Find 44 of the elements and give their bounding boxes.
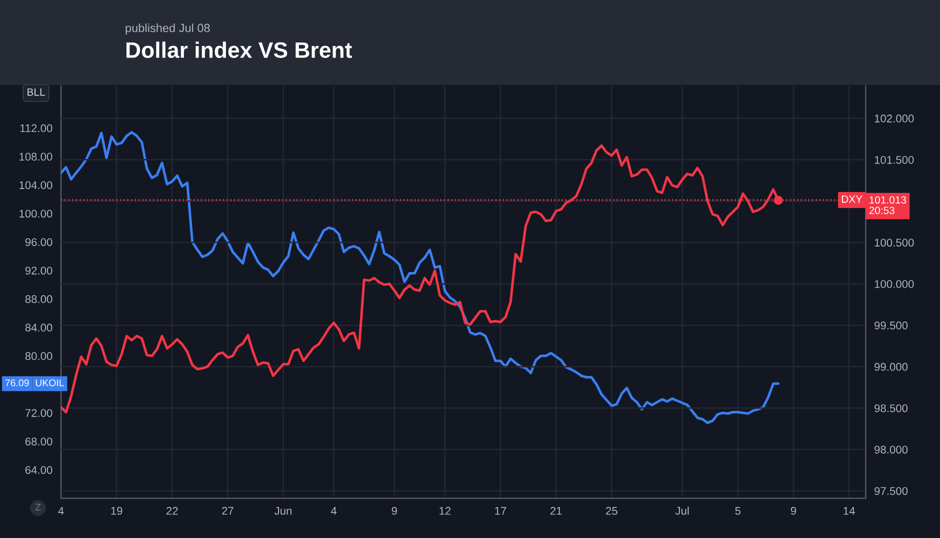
x-tick-label: Jul xyxy=(675,506,689,515)
x-tick-label: 4 xyxy=(58,507,64,515)
chart-subtitle: published Jul 08 xyxy=(126,24,210,35)
y2-tick-label: 97.500 xyxy=(874,487,908,495)
text: Z xyxy=(35,504,41,511)
text: DXY xyxy=(842,196,862,203)
y-tick-label: 88.00 xyxy=(25,295,52,304)
x-tick-label: 4 xyxy=(330,507,337,515)
y2-tick-label: 99.500 xyxy=(874,322,908,330)
y2-tick-label: 98.000 xyxy=(874,446,908,454)
x-tick-label: 17 xyxy=(495,507,506,515)
y-tick-label: 80.00 xyxy=(25,352,52,360)
y-tick-label: 112.00 xyxy=(20,124,52,132)
x-tick-label: 19 xyxy=(111,506,122,515)
y-tick-label: 72.00 xyxy=(25,409,52,417)
y-tick-label: 68.00 xyxy=(25,438,52,446)
text: 76.09 xyxy=(5,379,29,386)
y2-tick-label: 98.500 xyxy=(874,404,908,412)
y2-tick-label: 102.000 xyxy=(874,114,914,122)
x-tick-label: 9 xyxy=(392,506,397,515)
y-tick-label: 84.00 xyxy=(25,324,52,332)
x-tick-label: Jun xyxy=(274,507,292,515)
y-tick-label: 92.00 xyxy=(25,266,52,275)
x-tick-label: 5 xyxy=(735,507,741,515)
legend-label: UKOIL xyxy=(36,379,64,386)
x-tick-label: 12 xyxy=(440,506,451,515)
y2-tick-label: 100.000 xyxy=(874,280,914,288)
y-axis-title: BLL xyxy=(28,88,45,96)
y-tick-label: 96.00 xyxy=(25,238,52,246)
y2-tick-label: 99.000 xyxy=(874,362,908,371)
y-tick-label: 100.00 xyxy=(20,210,52,218)
y2-tick-label: 101.500 xyxy=(874,156,914,164)
ref-line-label: 101.013 20:53 xyxy=(869,196,906,214)
x-tick-label: 9 xyxy=(790,506,796,515)
y-tick-label: 104.00 xyxy=(20,181,52,190)
x-tick-label: 14 xyxy=(844,507,855,515)
x-tick-label: 21 xyxy=(550,506,562,515)
x-tick-label: 25 xyxy=(606,506,618,515)
y-tick-label: 108.00 xyxy=(20,152,52,161)
y-tick-label: 64.00 xyxy=(25,466,52,474)
chart-title: Dollar index VS Brent xyxy=(126,42,352,58)
x-tick-label: 22 xyxy=(166,506,178,515)
y2-tick-label: 100.500 xyxy=(874,238,914,247)
x-tick-label: 27 xyxy=(222,506,234,515)
